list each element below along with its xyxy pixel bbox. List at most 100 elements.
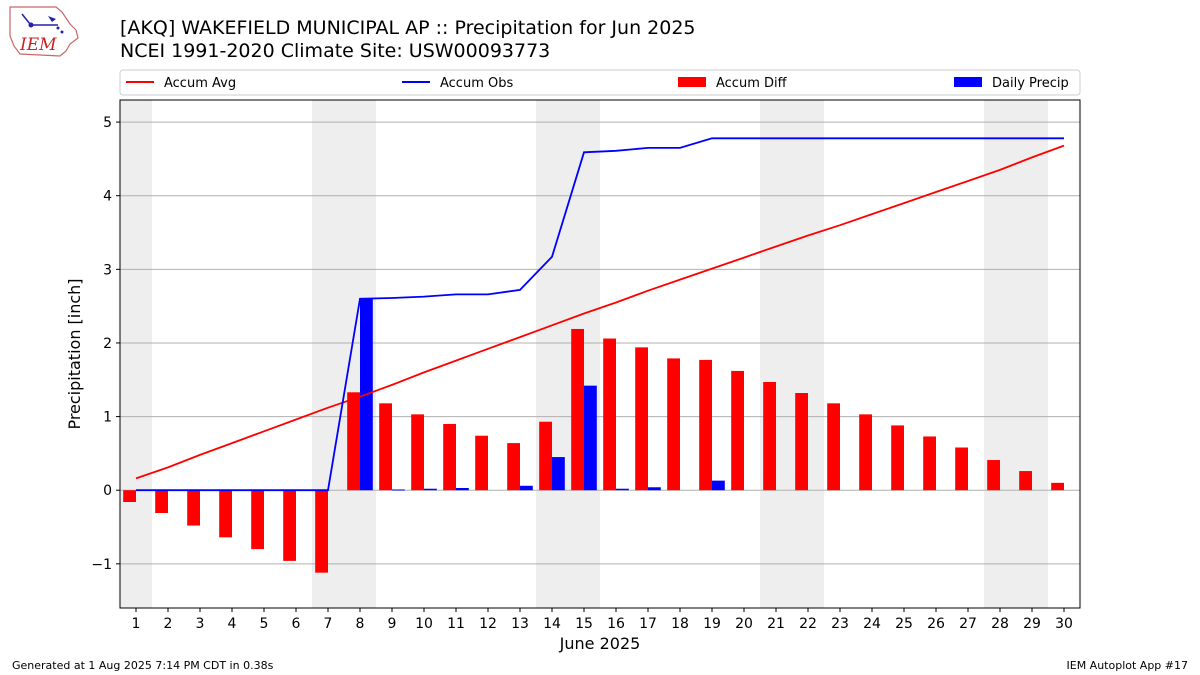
legend-swatch-accum-diff [678,77,706,87]
accum-diff-bar [699,359,712,491]
daily-precip-bar [520,485,533,491]
accum-diff-bar [987,460,1000,491]
legend-swatch-daily-precip [954,77,982,87]
x-tick-label: 7 [324,616,333,632]
accum-diff-bar [443,423,456,491]
accum-diff-bar [1051,482,1064,491]
y-tick-label: 1 [103,410,112,426]
x-tick-label: 11 [447,616,465,632]
y-tick-label: −1 [91,557,112,573]
legend-label-accum-obs: Accum Obs [440,76,513,91]
daily-precip-bar [456,487,469,491]
y-axis-label: Precipitation [inch] [65,278,84,429]
x-tick-label: 22 [799,616,817,632]
x-tick-label: 24 [863,616,881,632]
x-tick-label: 9 [388,616,397,632]
accum-diff-bar [411,414,424,491]
x-tick-label: 17 [639,616,657,632]
weekend-shade [120,100,152,608]
x-tick-label: 20 [735,616,753,632]
x-tick-label: 21 [767,616,785,632]
weekend-shade [536,100,568,608]
x-tick-label: 30 [1055,616,1073,632]
x-tick-label: 18 [671,616,689,632]
x-tick-label: 2 [164,616,173,632]
y-tick-label: 3 [103,262,112,278]
legend-label-daily-precip: Daily Precip [992,76,1069,91]
accum-diff-bar [219,490,232,538]
accum-diff-bar [955,447,968,491]
x-tick-label: 5 [260,616,269,632]
weekend-shade [792,100,824,608]
x-axis-label: June 2025 [559,634,641,653]
daily-precip-bar [424,488,437,491]
y-tick-label: 5 [103,115,112,131]
x-tick-label: 12 [479,616,497,632]
accum-diff-bar [763,381,776,491]
x-tick-label: 6 [292,616,301,632]
accum-diff-bar [475,435,488,491]
x-tick-label: 4 [228,616,237,632]
x-tick-label: 1 [132,616,141,632]
x-tick-label: 19 [703,616,721,632]
accum-diff-bar [603,338,616,491]
x-tick-label: 26 [927,616,945,632]
y-tick-label: 4 [103,189,112,205]
daily-precip-bar [648,487,661,491]
accum-avg-line [135,144,1065,480]
accum-diff-bar [731,370,744,491]
y-tick-label: 2 [103,336,112,352]
x-tick-label: 16 [607,616,625,632]
daily-precip-bar [616,488,629,491]
x-tick-label: 10 [415,616,433,632]
daily-precip-bar [392,489,405,491]
accum-diff-bar [315,490,328,573]
x-tick-label: 14 [543,616,561,632]
svg-text:IEM: IEM [19,35,57,55]
accum-diff-bar [187,490,200,526]
x-tick-label: 15 [575,616,593,632]
weekend-shade [1016,100,1048,608]
legend-label-accum-avg: Accum Avg [164,76,236,91]
footer-generated-text: Generated at 1 Aug 2025 7:14 PM CDT in 0… [12,659,274,672]
x-tick-label: 8 [356,616,365,632]
accum-obs-line [136,137,1064,492]
accum-diff-bar [539,421,552,491]
legend-box [119,69,1081,96]
plot-frame [119,99,1081,609]
accum-diff-bar [571,328,584,491]
accum-diff-bar [347,392,360,491]
x-tick-label: 27 [959,616,977,632]
x-tick-label: 28 [991,616,1009,632]
y-tick-label: 0 [103,483,112,499]
accum-diff-bar [891,425,904,491]
accum-diff-bar [155,490,168,514]
x-tick-label: 25 [895,616,913,632]
daily-precip-bar [712,480,725,491]
x-tick-label: 29 [1023,616,1041,632]
accum-diff-bar [635,347,648,491]
footer-app-label: IEM Autoplot App #17 [1066,659,1189,672]
x-tick-label: 3 [196,616,205,632]
accum-diff-bar [859,414,872,491]
weekend-shade [760,100,792,608]
accum-diff-bar [251,490,264,550]
accum-diff-bar [123,490,136,502]
accum-diff-bar [795,393,808,491]
accum-diff-bar [667,358,680,491]
accum-diff-bar [507,443,520,491]
chart-title: [AKQ] WAKEFIELD MUNICIPAL AP :: Precipit… [120,17,696,39]
x-tick-label: 23 [831,616,849,632]
iem-logo-icon: IEM [9,6,79,57]
daily-precip-bar [584,385,597,491]
accum-diff-bar [283,490,296,561]
weekend-shade [984,100,1016,608]
x-tick-label: 13 [511,616,529,632]
chart-subtitle: NCEI 1991-2020 Climate Site: USW00093773 [120,40,551,62]
legend-label-accum-diff: Accum Diff [716,76,788,91]
accum-diff-bar [827,403,840,491]
accum-diff-bar [1019,471,1032,491]
daily-precip-bar [552,457,565,491]
accum-diff-bar [923,436,936,491]
